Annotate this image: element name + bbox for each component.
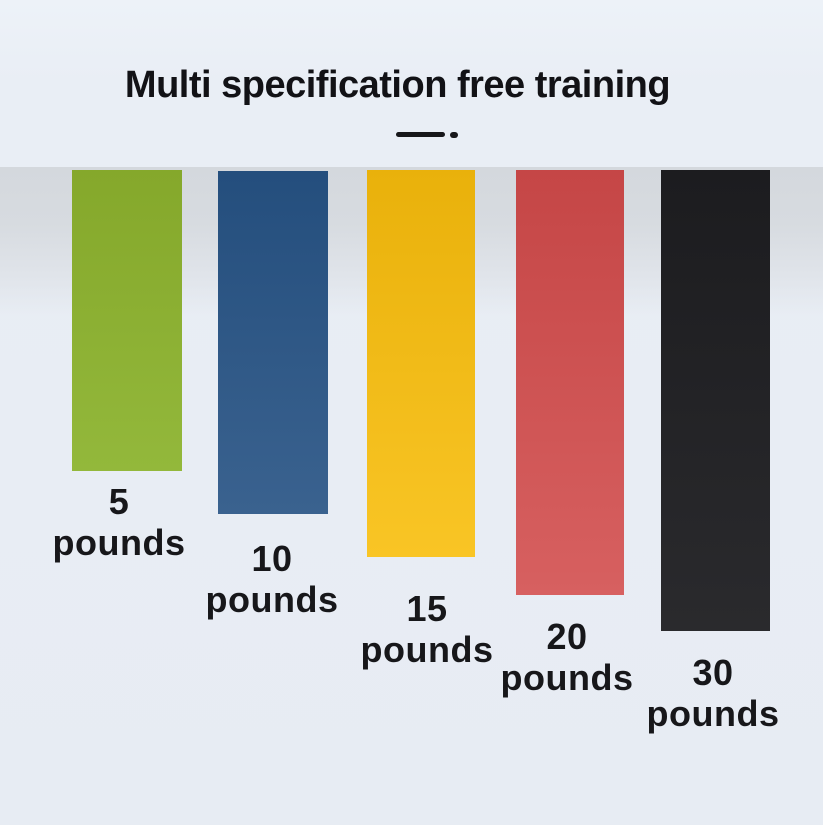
resistance-band-bar-20-pounds (516, 170, 624, 595)
band-weight-value: 30 (692, 652, 734, 693)
band-label-30-pounds: 30 pounds (623, 652, 803, 734)
band-label-10-pounds: 10 pounds (182, 538, 362, 620)
band-weight-unit: pounds (360, 629, 494, 670)
band-weight-value: 10 (251, 538, 293, 579)
title-underline-icon (396, 131, 460, 139)
band-weight-unit: pounds (52, 522, 186, 563)
underline-dash-icon (396, 132, 445, 137)
resistance-band-bar-15-pounds (367, 170, 475, 557)
band-weight-value: 20 (546, 616, 588, 657)
band-weight-unit: pounds (205, 579, 339, 620)
resistance-band-bar-10-pounds (218, 171, 328, 514)
band-label-20-pounds: 20 pounds (477, 616, 657, 698)
resistance-band-bar-5-pounds (72, 170, 182, 471)
band-weight-unit: pounds (500, 657, 634, 698)
underline-dot-icon (450, 132, 458, 138)
band-label-15-pounds: 15 pounds (337, 588, 517, 670)
band-weight-value: 15 (406, 588, 448, 629)
band-weight-unit: pounds (646, 693, 780, 734)
band-weight-value: 5 (108, 481, 130, 522)
band-label-5-pounds: 5 pounds (29, 481, 209, 563)
poster-title: Multi specification free training (124, 64, 671, 106)
resistance-band-bar-30-pounds (661, 170, 770, 631)
